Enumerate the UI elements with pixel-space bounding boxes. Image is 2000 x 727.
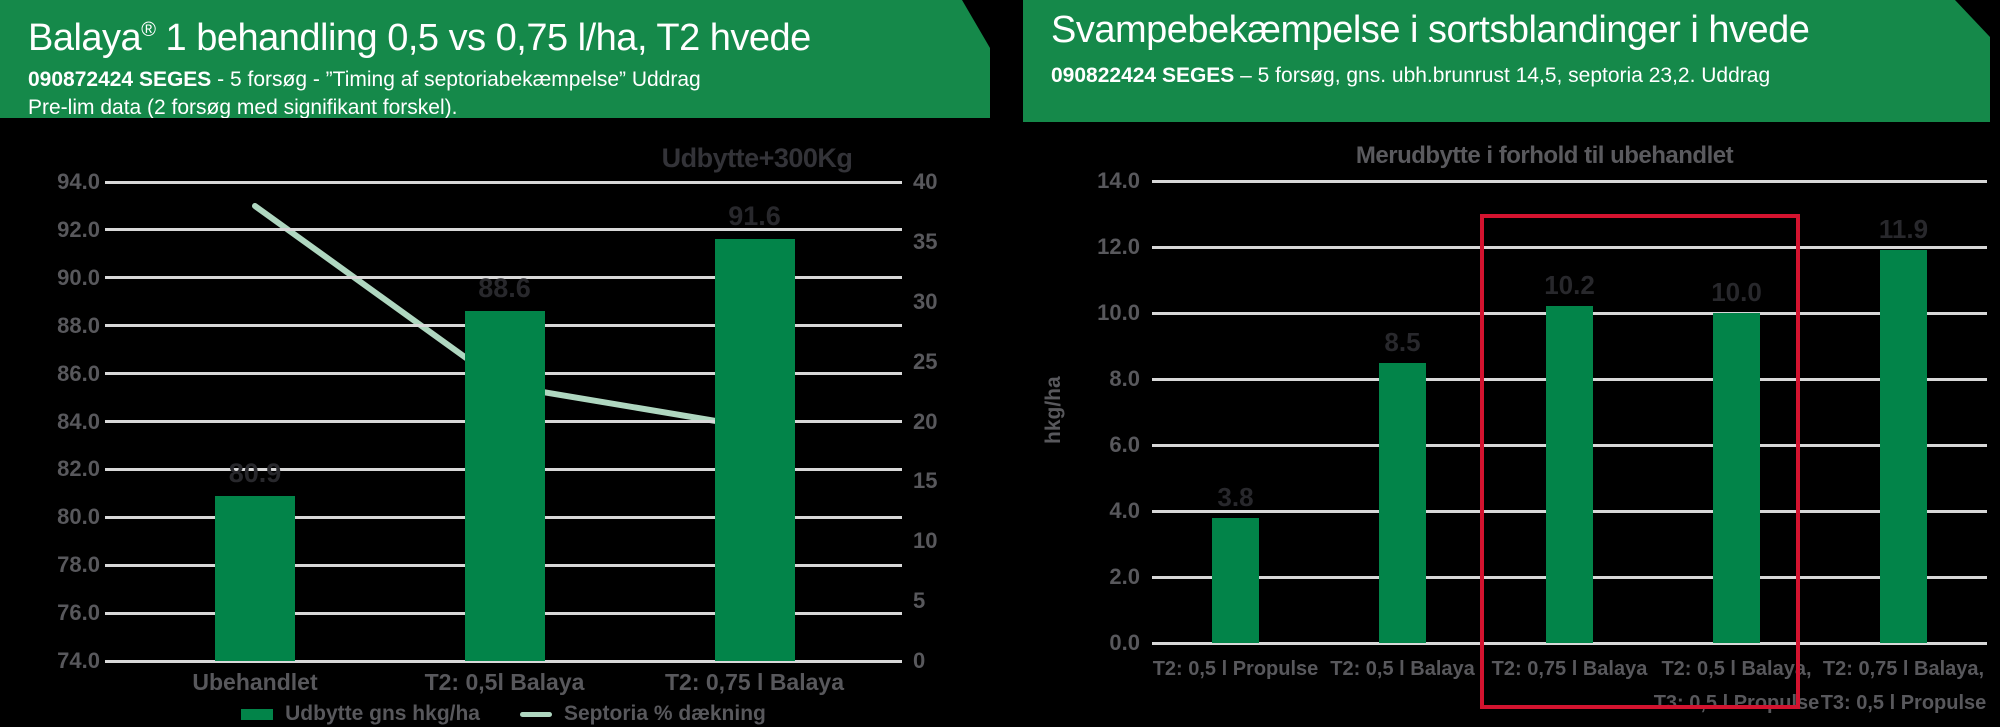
y-axis-tick-label: 92.0	[57, 216, 100, 242]
right-trial-id: 090822424 SEGES	[1051, 64, 1235, 87]
gridline	[105, 276, 902, 280]
y-axis-tick-label: 10.0	[1097, 300, 1140, 325]
secondary-axis-tick-label: 0	[913, 648, 926, 673]
legend-label-udbytte: Udbytte gns hkg/ha	[285, 702, 480, 725]
bar-value-label: 88.6	[478, 273, 531, 304]
y-axis-tick-label: 84.0	[57, 408, 100, 434]
x-axis-category-line: T2: 0,75 l Balaya	[1491, 658, 1648, 680]
secondary-axis-tick-label: 5	[913, 588, 926, 614]
brand-name: Balaya	[28, 17, 142, 59]
y-axis-tick-label: 0.0	[1109, 630, 1140, 655]
right-subtitle-line1: 090822424 SEGES – 5 forsøg, gns. ubh.bru…	[1023, 52, 1990, 90]
x-axis-category-label: T2: 0,75 l Balaya	[665, 669, 844, 695]
y-axis-tick-label: 80.0	[57, 504, 100, 530]
x-axis-category-label: T2: 0,5 l Balaya	[1308, 652, 1498, 686]
x-axis-category-line: T2: 0,5 l Propulse	[1152, 658, 1319, 680]
gridline	[105, 180, 902, 184]
secondary-axis-tick-label: 30	[913, 288, 938, 314]
left-subtitle-line2: Pre-lim data (2 forsøg med signifikant f…	[28, 96, 458, 119]
bar	[215, 495, 295, 661]
secondary-axis-tick-label: 20	[913, 408, 938, 434]
left-slide-title-rest: 1 behandling 0,5 vs 0,75 l/ha, T2 hvede	[155, 17, 812, 59]
bar	[1546, 306, 1593, 643]
secondary-axis-tick-label: 10	[913, 528, 938, 554]
y-axis-tick-label: 82.0	[57, 456, 100, 482]
secondary-axis-tick-label: 15	[913, 468, 938, 494]
bar-value-label: 8.5	[1384, 326, 1421, 357]
left-chart-title: Udbytte+300Kg	[661, 143, 853, 173]
x-axis-category-line: T3: 0,5 l Propulse	[1820, 692, 1987, 714]
y-axis-tick-label: 14.0	[1097, 168, 1140, 193]
y-axis-tick-label: 74.0	[57, 648, 100, 673]
y-axis-tick-label: 94.0	[57, 169, 100, 194]
secondary-axis-tick-label: 40	[913, 169, 938, 194]
registered-trademark-icon: ®	[141, 19, 156, 41]
bar	[1880, 250, 1927, 643]
secondary-axis-tick-label: 25	[913, 348, 938, 374]
left-chart-legend: Udbytte gns hkg/ha Septoria % dækning	[105, 703, 902, 725]
right-slide-title: Svampebekæmpelse i sortsblandinger i hve…	[1051, 9, 1810, 51]
y-axis-tick-label: 86.0	[57, 360, 100, 386]
x-axis-category-line: T2: 0,5 l Balaya	[1330, 658, 1475, 680]
x-axis-category-label: T2: 0,75 l Balaya	[1475, 652, 1665, 686]
y-axis-tick-label: 6.0	[1109, 432, 1140, 457]
right-trial-desc: – 5 forsøg, gns. ubh.brunrust 14,5, sept…	[1234, 64, 1771, 87]
bar	[1212, 517, 1259, 643]
bar-value-label: 10.0	[1711, 277, 1762, 307]
gridline	[1152, 641, 1987, 645]
left-subtitle-line1: 090872424 SEGES - 5 forsøg - ”Timing af …	[0, 60, 990, 94]
x-axis-category-label: T2: 0,5 l Propulse	[1141, 652, 1331, 686]
bar-value-label: 10.2	[1544, 270, 1595, 301]
gridline	[105, 659, 902, 663]
gridline	[1152, 179, 1987, 183]
bar	[714, 239, 795, 661]
gridline	[1152, 245, 1987, 249]
x-axis-category-label: T2: 0,5l Balaya	[424, 669, 585, 695]
y-axis-tick-label: 12.0	[1097, 234, 1140, 259]
left-trial-desc: - 5 forsøg - ”Timing af septoriabekæmpel…	[211, 68, 701, 91]
bar	[1713, 313, 1760, 643]
y-axis-tick-label: 2.0	[1109, 564, 1140, 589]
bar-value-label: 91.6	[728, 201, 781, 232]
y-axis-tick-label: 8.0	[1109, 366, 1140, 391]
right-chart-title: Merudbytte i forhold til ubehandlet	[1355, 142, 1734, 169]
secondary-axis-tick-label: 35	[913, 228, 938, 254]
bar-value-label: 3.8	[1217, 481, 1254, 512]
y-axis-tick-label: 90.0	[57, 264, 100, 290]
y-axis-tick-label: 4.0	[1109, 498, 1140, 523]
x-axis-category-line: T2: 0,75 l Balaya,	[1822, 658, 1985, 680]
left-header: Balaya® 1 behandling 0,5 vs 0,75 l/ha, T…	[0, 0, 990, 118]
left-slide-title: Balaya® 1 behandling 0,5 vs 0,75 l/ha, T…	[0, 0, 990, 60]
x-axis-category-label: Ubehandlet	[192, 669, 318, 695]
y-axis-tick-label: 76.0	[57, 600, 100, 626]
bar-value-label: 80.9	[228, 457, 282, 488]
legend-line-swatch	[520, 711, 552, 717]
y-axis-tick-label: 88.0	[57, 312, 100, 338]
bar	[464, 311, 545, 661]
gridline	[105, 228, 902, 232]
left-trial-id: 090872424 SEGES	[28, 68, 212, 91]
x-axis-category-line: T2: 0,5 l Balaya,	[1661, 658, 1812, 680]
right-header: Svampebekæmpelse i sortsblandinger i hve…	[1023, 0, 1990, 122]
legend-label-septoria: Septoria % dækning	[564, 702, 766, 725]
bar-value-label: 11.9	[1878, 214, 1929, 245]
legend-bar-swatch	[241, 708, 274, 720]
highlight-box	[1480, 214, 1800, 709]
x-axis-category-label: T2: 0,75 l Balaya, T3: 0,5 l Propulse	[1809, 652, 1999, 720]
y-axis-tick-label: 78.0	[57, 552, 100, 578]
bar	[1379, 362, 1426, 643]
